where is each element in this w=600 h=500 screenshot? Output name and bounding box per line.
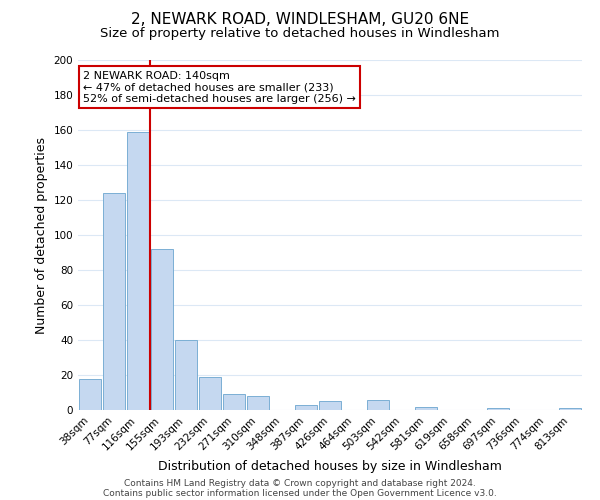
Bar bbox=[151, 249, 173, 410]
Text: Contains public sector information licensed under the Open Government Licence v3: Contains public sector information licen… bbox=[103, 488, 497, 498]
Text: 2 NEWARK ROAD: 140sqm
← 47% of detached houses are smaller (233)
52% of semi-det: 2 NEWARK ROAD: 140sqm ← 47% of detached … bbox=[83, 70, 356, 104]
Bar bbox=[559, 408, 581, 410]
Bar bbox=[319, 401, 341, 410]
Bar bbox=[247, 396, 269, 410]
Bar bbox=[199, 377, 221, 410]
Bar bbox=[487, 408, 509, 410]
Bar bbox=[127, 132, 149, 410]
Bar bbox=[103, 193, 125, 410]
Bar bbox=[367, 400, 389, 410]
Bar bbox=[175, 340, 197, 410]
Bar bbox=[295, 405, 317, 410]
Text: Contains HM Land Registry data © Crown copyright and database right 2024.: Contains HM Land Registry data © Crown c… bbox=[124, 478, 476, 488]
Bar bbox=[415, 406, 437, 410]
Bar bbox=[223, 394, 245, 410]
Text: 2, NEWARK ROAD, WINDLESHAM, GU20 6NE: 2, NEWARK ROAD, WINDLESHAM, GU20 6NE bbox=[131, 12, 469, 28]
Text: Size of property relative to detached houses in Windlesham: Size of property relative to detached ho… bbox=[100, 28, 500, 40]
X-axis label: Distribution of detached houses by size in Windlesham: Distribution of detached houses by size … bbox=[158, 460, 502, 473]
Y-axis label: Number of detached properties: Number of detached properties bbox=[35, 136, 48, 334]
Bar bbox=[79, 378, 101, 410]
